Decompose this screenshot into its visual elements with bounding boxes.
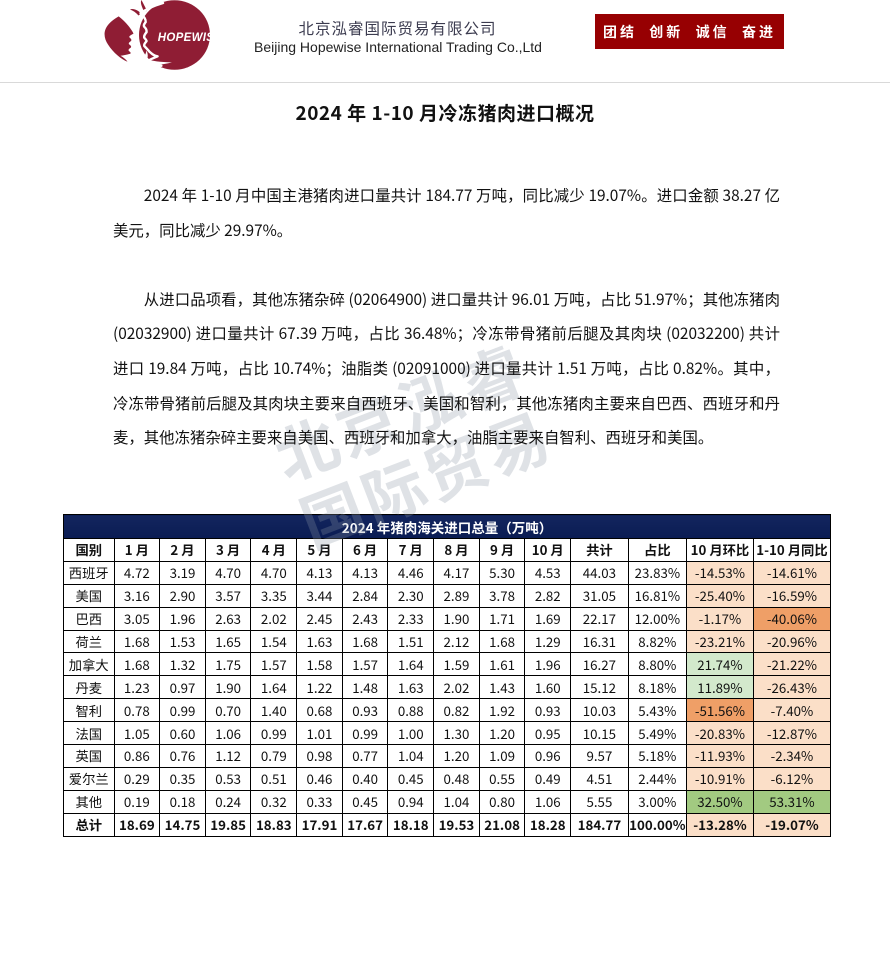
svg-text:HOPEWISE: HOPEWISE (158, 32, 222, 44)
